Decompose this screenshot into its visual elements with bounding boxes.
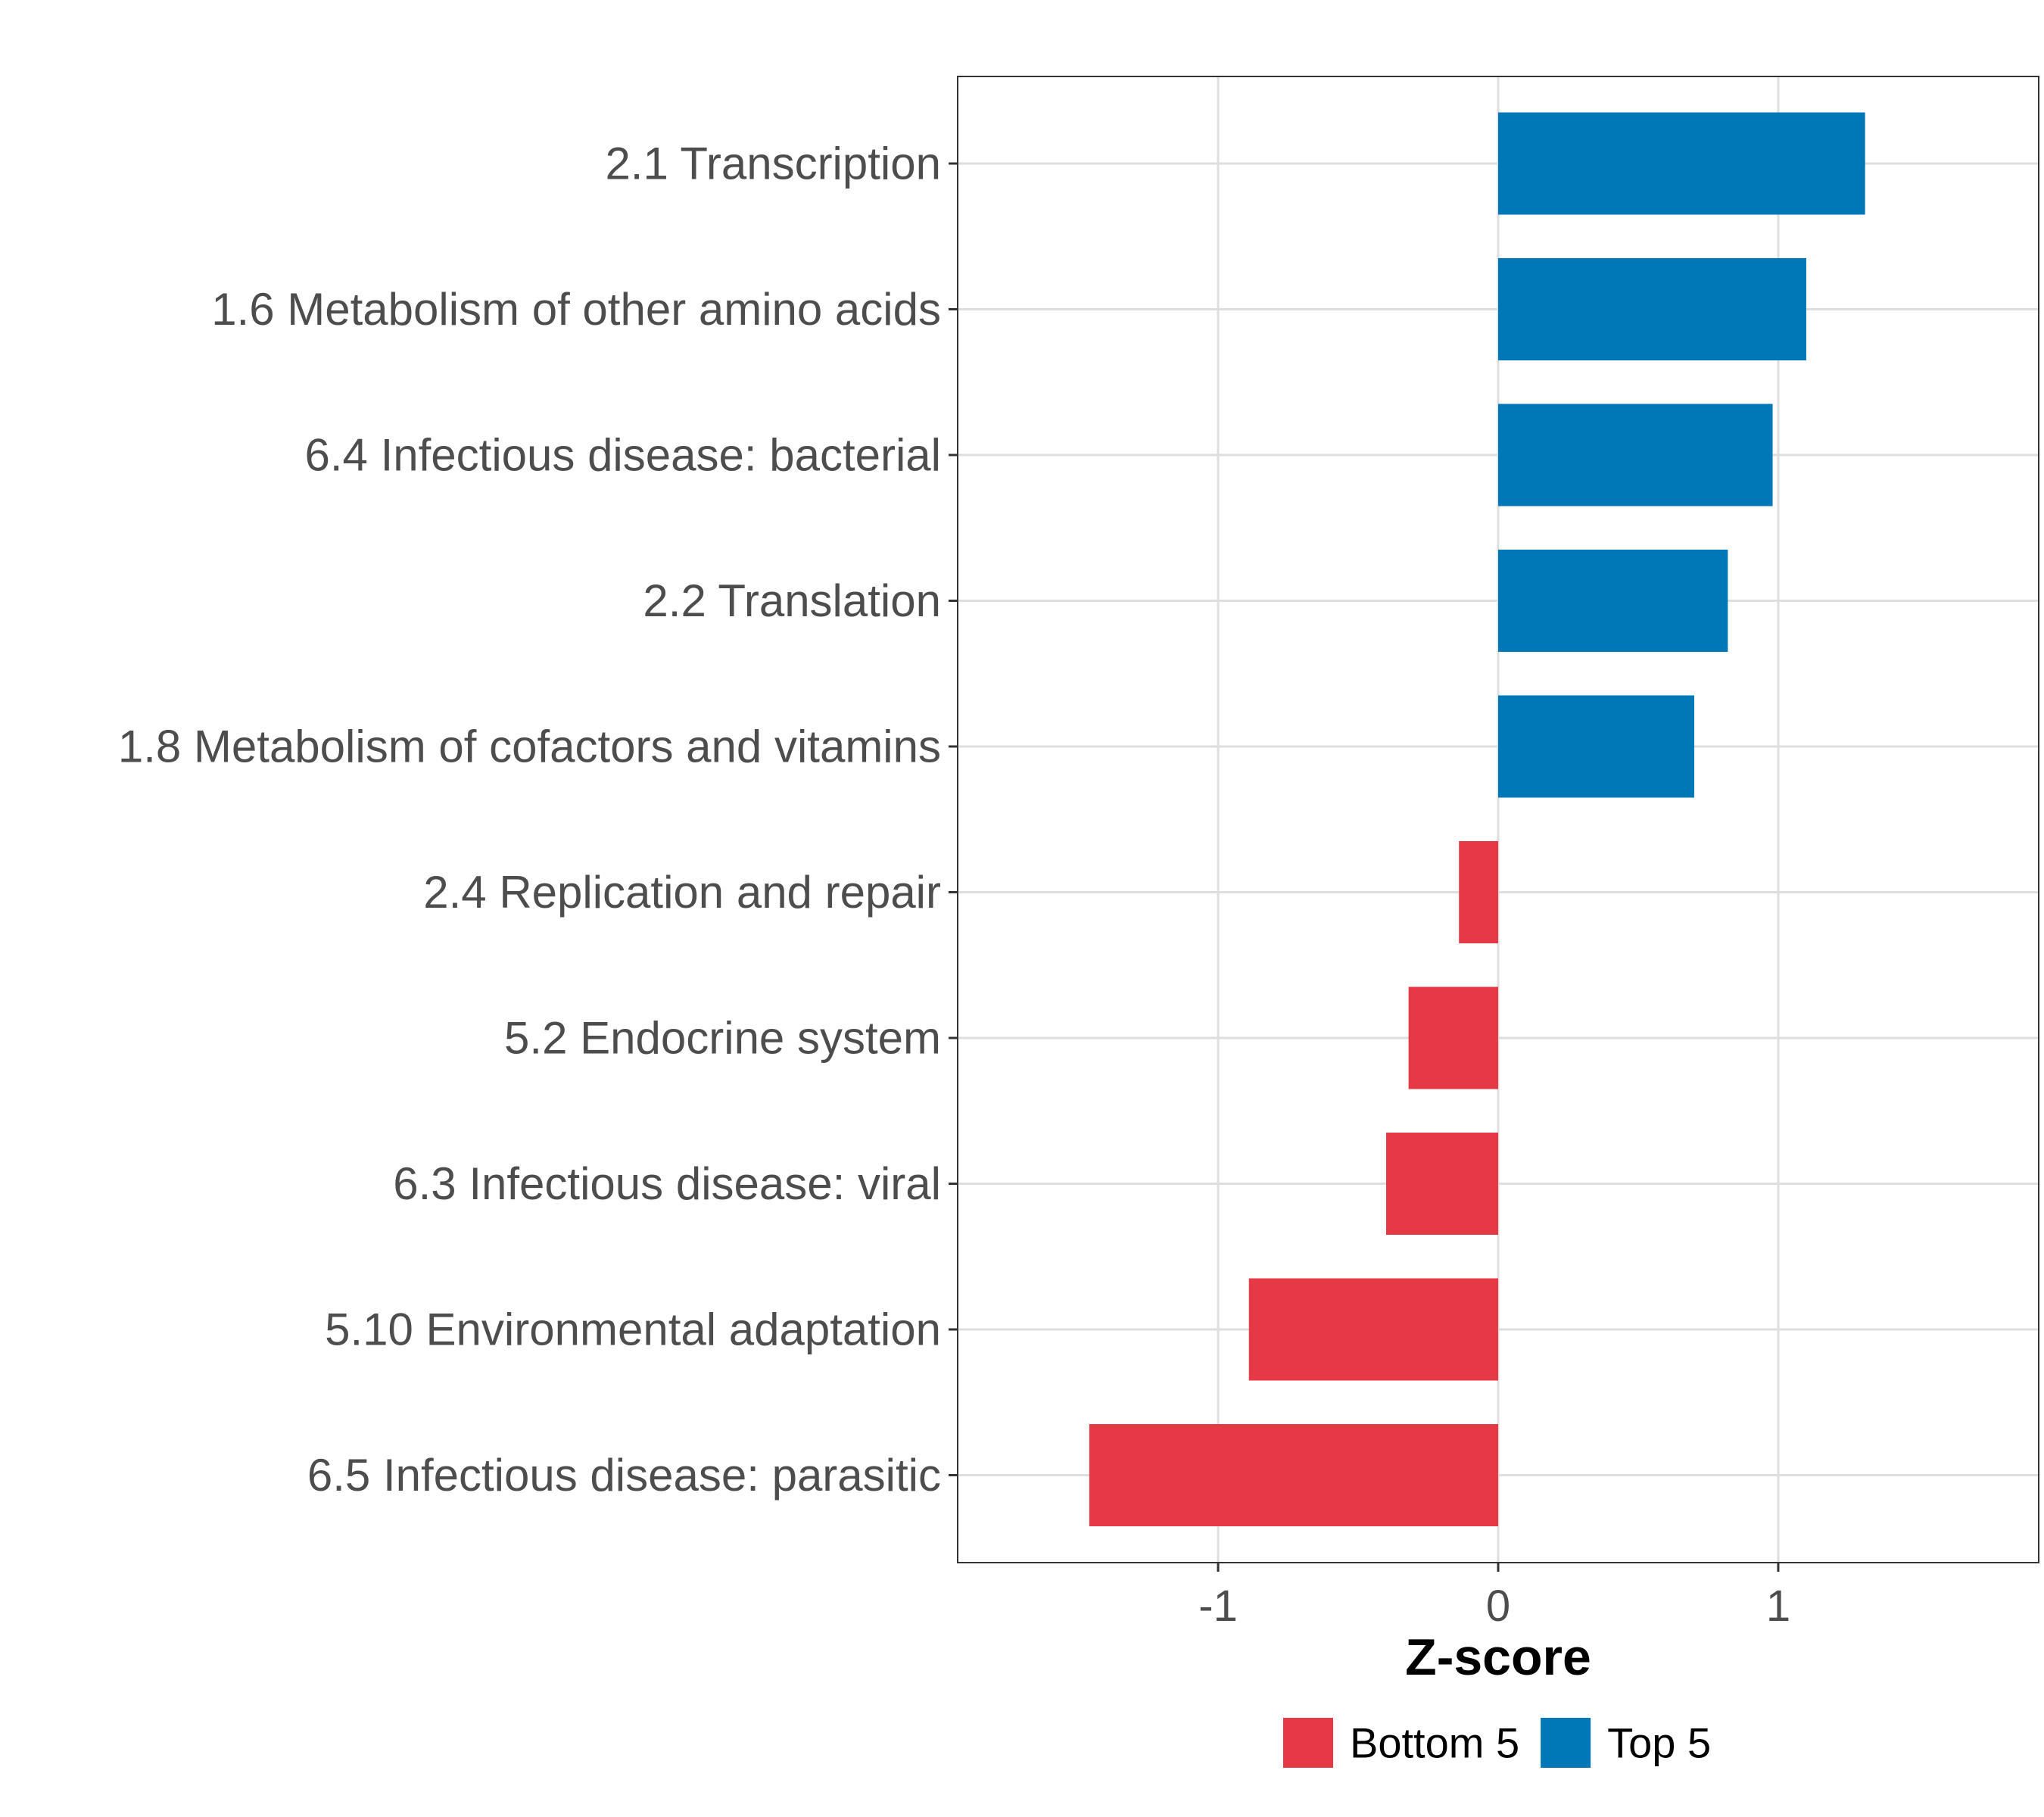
category-label: 2.1 Transcription	[605, 139, 941, 189]
x-tick-label: 1	[1766, 1582, 1790, 1631]
category-label: 1.6 Metabolism of other amino acids	[211, 284, 941, 335]
legend-swatch	[1283, 1718, 1333, 1768]
legend-item: Top 5	[1541, 1718, 1711, 1768]
legend-label: Top 5	[1607, 1719, 1711, 1767]
bar	[1248, 1278, 1498, 1381]
bar	[1498, 258, 1806, 360]
bar	[1408, 986, 1498, 1089]
legend: Bottom 5 Top 5	[1283, 1718, 1711, 1768]
bar	[1498, 695, 1694, 798]
bar	[1498, 550, 1728, 652]
bar	[1459, 841, 1498, 943]
category-label: 6.5 Infectious disease: parasitic	[307, 1450, 941, 1501]
category-label: 5.10 Environmental adaptation	[325, 1304, 941, 1355]
bars	[1089, 112, 1865, 1526]
bar	[1386, 1133, 1498, 1235]
legend-label: Bottom 5	[1350, 1719, 1519, 1767]
bar	[1498, 404, 1773, 506]
category-label: 6.3 Infectious disease: viral	[393, 1158, 941, 1209]
bar	[1089, 1424, 1498, 1526]
x-tick-label: 0	[1486, 1582, 1510, 1631]
category-label: 5.2 Endocrine system	[504, 1013, 941, 1064]
x-axis: -1 0 1	[1198, 1563, 1790, 1631]
category-label: 2.4 Replication and repair	[423, 867, 941, 918]
x-axis-title: Z-score	[1405, 1628, 1591, 1686]
y-axis: 2.1 Transcription 1.6 Metabolism of other…	[118, 139, 958, 1501]
bar	[1498, 112, 1865, 215]
category-label: 6.4 Infectious disease: bacterial	[305, 430, 942, 481]
legend-item: Bottom 5	[1283, 1718, 1519, 1768]
x-tick-label: -1	[1198, 1582, 1238, 1631]
category-label: 2.2 Translation	[643, 575, 941, 626]
category-label: 1.8 Metabolism of cofactors and vitamins	[118, 722, 941, 772]
legend-swatch	[1541, 1718, 1591, 1768]
